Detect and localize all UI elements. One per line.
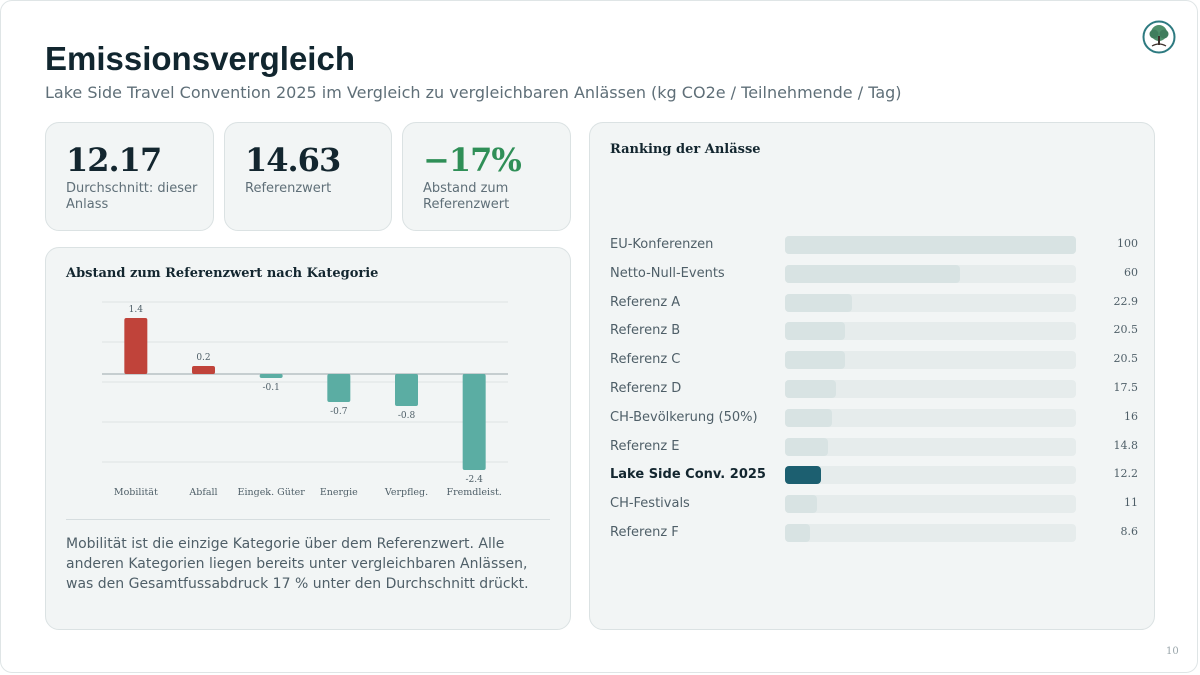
bar-value-label: -0.8 <box>398 411 416 421</box>
kpi-label: Abstand zum Referenzwert <box>423 181 510 212</box>
ranking-value: 11 <box>1124 496 1138 510</box>
ranking-row: Referenz D 17.5 <box>590 375 1156 403</box>
ranking-bar <box>785 293 852 312</box>
bar-value-label: -0.7 <box>330 407 348 417</box>
ranking-value: 60 <box>1124 265 1138 279</box>
ranking-value: 14.8 <box>1113 438 1139 452</box>
ranking-label: Lake Side Conv. 2025 <box>610 467 766 483</box>
page-subtitle: Lake Side Travel Convention 2025 im Verg… <box>45 83 902 102</box>
ranking-value: 8.6 <box>1120 525 1139 538</box>
category-label: Eingek. Güter <box>238 487 306 498</box>
ranking-value: 20.5 <box>1113 352 1139 366</box>
ranking-bar-track <box>785 408 1076 427</box>
ranking-bar <box>785 466 821 485</box>
ranking-bar <box>785 495 817 514</box>
page-title: Emissionsvergleich <box>45 40 355 77</box>
ranking-label: Netto-Null-Events <box>610 265 725 281</box>
ranking-row: Referenz E 14.8 <box>590 433 1156 461</box>
kpi-value: 14.63 <box>245 141 341 179</box>
bar-value-label: 0.2 <box>196 353 210 363</box>
ranking-row: Referenz F 8.6 <box>590 519 1156 547</box>
ranking-bar-track <box>785 437 1076 456</box>
ranking-row: CH-Festivals 11 <box>590 490 1156 518</box>
ranking-bar-track <box>785 351 1076 370</box>
ranking-row: Referenz C 20.5 <box>590 346 1156 374</box>
ranking-bar <box>785 437 829 456</box>
bar <box>395 374 418 406</box>
ranking-value: 22.9 <box>1113 294 1139 308</box>
diff-panel-note: Mobilität ist die einzige Kategorie über… <box>66 536 529 592</box>
category-label: Abfall <box>188 487 217 498</box>
ranking-row: Netto-Null-Events 60 <box>590 260 1156 288</box>
ranking-label: Referenz A <box>610 294 681 310</box>
ranking-bar <box>785 408 832 427</box>
kpi-value: −17% <box>423 141 522 179</box>
ranking-label: CH-Bevölkerung (50%) <box>610 409 758 425</box>
ranking-panel-title: Ranking der Anlässe <box>610 142 761 157</box>
bar <box>192 366 215 374</box>
kpi-card-average: 12.17 Durchschnitt: dieser Anlass <box>45 122 214 231</box>
ranking-value: 100 <box>1117 237 1138 250</box>
bar-value-label: -2.4 <box>465 475 483 485</box>
ranking-label: Referenz E <box>610 438 680 454</box>
ranking-row: Referenz B 20.5 <box>590 317 1156 345</box>
ranking-bar <box>785 322 845 341</box>
ranking-label: Referenz F <box>610 525 679 540</box>
category-label: Energie <box>320 487 358 498</box>
ranking-bar <box>785 264 960 283</box>
divider <box>66 519 550 520</box>
ranking-value: 12.2 <box>1113 467 1139 481</box>
bar-value-label: -0.1 <box>262 383 279 393</box>
ranking-row-highlight: Lake Side Conv. 2025 12.2 <box>590 461 1156 489</box>
bar <box>124 318 148 374</box>
ranking-bar-track <box>785 495 1076 514</box>
ranking-bar-track <box>785 466 1076 485</box>
kpi-value: 12.17 <box>66 141 162 179</box>
ranking-label: Referenz D <box>610 381 682 396</box>
ranking-bar-track <box>785 236 1076 254</box>
category-label: Fremdleist. <box>447 487 502 498</box>
ranking-bar-track <box>785 380 1076 398</box>
bar-value-label: 1.4 <box>129 305 144 315</box>
page-number: 10 <box>1166 646 1179 657</box>
tree-icon <box>1142 20 1176 54</box>
ranking-row: EU-Konferenzen 100 <box>590 231 1156 259</box>
ranking-bar <box>785 380 836 398</box>
ranking-bar-track <box>785 524 1076 542</box>
category-label: Verpfleg. <box>384 487 428 498</box>
ranking-row: Referenz A 22.9 <box>590 289 1156 317</box>
ranking-value: 17.5 <box>1113 381 1139 394</box>
ranking-value: 16 <box>1124 409 1138 423</box>
ranking-panel: Ranking der Anlässe EU-Konferenzen 100 Net… <box>589 122 1155 630</box>
kpi-label: Referenzwert <box>245 181 332 196</box>
diff-bar-chart: 1.4 Mobilität 0.2 Abfall -0.1 Eingek. Güter -0… <box>102 301 508 498</box>
kpi-label: Durchschnitt: dieser Anlass <box>66 181 198 212</box>
category-label: Mobilität <box>114 487 158 498</box>
ranking-bar-track <box>785 322 1076 341</box>
ranking-bar-track <box>785 264 1076 283</box>
ranking-bar <box>785 524 811 542</box>
ranking-label: Referenz B <box>610 323 681 339</box>
ranking-value: 20.5 <box>1113 323 1139 337</box>
bar <box>259 374 283 378</box>
diff-panel-title: Abstand zum Referenzwert nach Kategorie <box>66 266 379 281</box>
diff-panel: Abstand zum Referenzwert nach Kategorie … <box>45 247 571 630</box>
ranking-label: EU-Konferenzen <box>610 237 714 252</box>
bar <box>327 374 351 402</box>
ranking-label: Referenz C <box>610 352 681 368</box>
ranking-bar <box>785 236 1076 254</box>
bar <box>462 374 486 470</box>
ranking-bar <box>785 351 845 370</box>
kpi-card-reference: 14.63 Referenzwert <box>224 122 392 231</box>
ranking-bar-track <box>785 293 1076 312</box>
ranking-label: CH-Festivals <box>610 496 690 512</box>
kpi-card-difference: −17% Abstand zum Referenzwert <box>402 122 571 231</box>
ranking-row: CH-Bevölkerung (50%) 16 <box>590 404 1156 432</box>
